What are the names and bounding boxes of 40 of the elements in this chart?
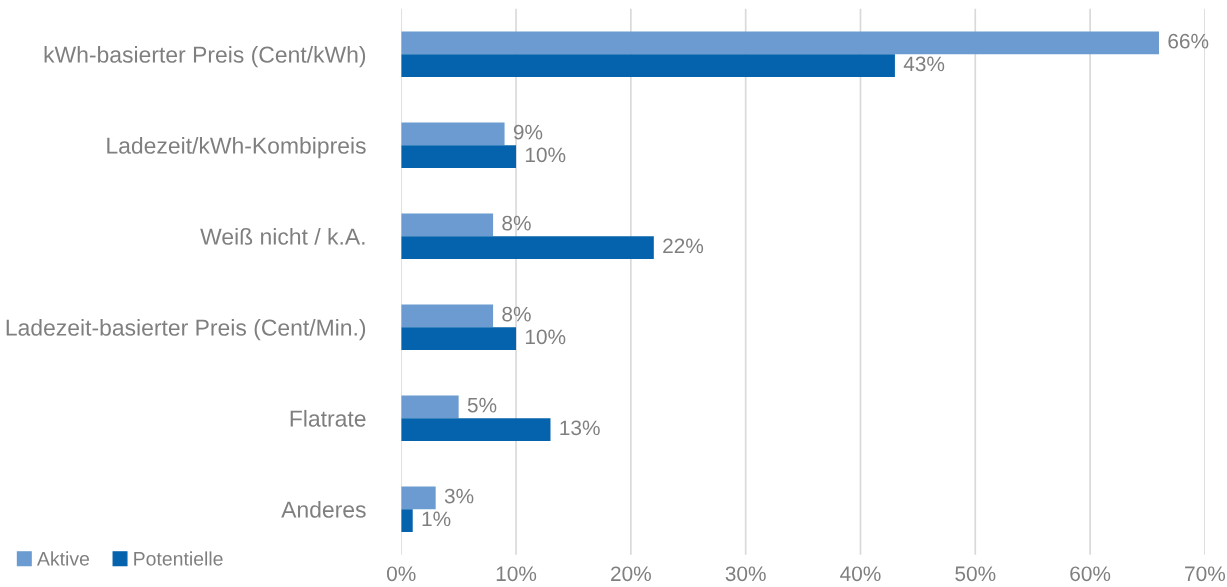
data-label: 10% <box>525 329 566 345</box>
bar <box>401 327 517 350</box>
x-tick-label: 60% <box>1070 566 1111 582</box>
x-tick-label: 30% <box>725 566 766 582</box>
bar <box>401 304 494 328</box>
bar <box>401 145 517 169</box>
data-label: 8% <box>502 306 531 322</box>
data-label: 9% <box>513 124 543 140</box>
bar <box>401 122 505 146</box>
x-tick-label: 40% <box>840 566 881 582</box>
legend-label: Potentielle <box>134 551 223 566</box>
y-tick-label: Ladezeit/kWh-Kombipreis <box>107 136 366 159</box>
data-label: 8% <box>502 215 531 231</box>
data-label: 43% <box>903 56 945 72</box>
x-tick-label: 0% <box>386 566 416 582</box>
y-tick-label: kWh-basierter Preis (Cent/kWh) <box>44 45 366 68</box>
bar <box>401 509 413 532</box>
legend-label: Aktive <box>36 551 90 566</box>
data-label: 5% <box>467 397 497 413</box>
data-label: 13% <box>560 420 600 436</box>
x-tick-label: 20% <box>611 566 651 582</box>
bar <box>401 213 494 237</box>
bar <box>401 54 895 78</box>
data-label: 1% <box>422 511 451 527</box>
y-tick-label: Weiß nicht / k.A. <box>200 227 365 245</box>
bar <box>401 236 654 260</box>
bar <box>401 31 1159 55</box>
bar <box>401 395 459 419</box>
bar <box>401 418 551 441</box>
x-tick-label: 70% <box>1185 566 1226 582</box>
data-label: 3% <box>444 488 474 504</box>
bar <box>401 486 436 510</box>
y-tick-label: Ladezeit-basierter Preis (Cent/Min.) <box>6 318 366 341</box>
y-tick-label: Flatrate <box>290 409 366 427</box>
x-tick-label: 50% <box>955 566 996 582</box>
data-label: 66% <box>1168 33 1209 49</box>
y-tick-label: Anderes <box>281 500 366 518</box>
data-label: 22% <box>663 238 704 254</box>
data-label: 10% <box>525 147 566 163</box>
x-tick-label: 10% <box>496 566 537 582</box>
